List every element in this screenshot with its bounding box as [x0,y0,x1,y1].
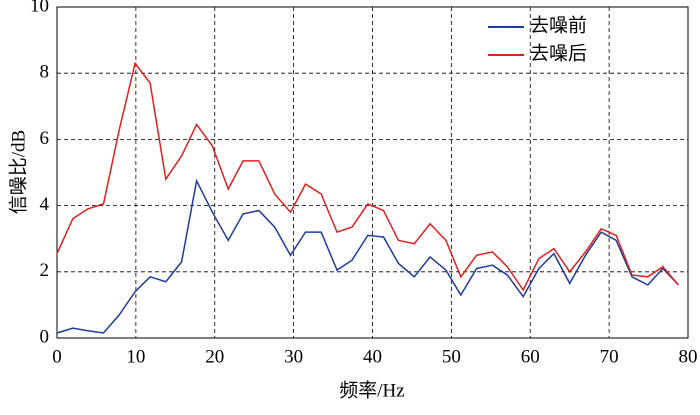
x-tick-label: 50 [442,346,461,367]
y-tick-label: 2 [40,260,50,281]
y-axis-label: 信噪比/dB [7,130,29,214]
y-tick-label: 10 [30,0,49,16]
legend-label: 去噪后 [530,42,587,64]
x-axis-label: 频率/Hz [339,379,404,401]
x-tick-label: 20 [205,346,224,367]
x-tick-label: 60 [521,346,540,367]
x-tick-label: 30 [284,346,303,367]
x-tick-label: 40 [363,346,382,367]
x-tick-label: 10 [126,346,145,367]
data-line [56,61,680,292]
y-tick-label: 0 [40,326,50,347]
legend-label: 去噪前 [530,14,587,36]
x-tick-label: 70 [600,346,619,367]
plot-frame [56,6,689,339]
x-tick-label: 0 [52,346,62,367]
data-line [56,178,680,334]
y-tick-label: 6 [40,128,50,149]
y-tick-label: 8 [40,62,50,83]
x-tick-label: 80 [679,346,698,367]
y-tick-label: 4 [40,194,50,215]
